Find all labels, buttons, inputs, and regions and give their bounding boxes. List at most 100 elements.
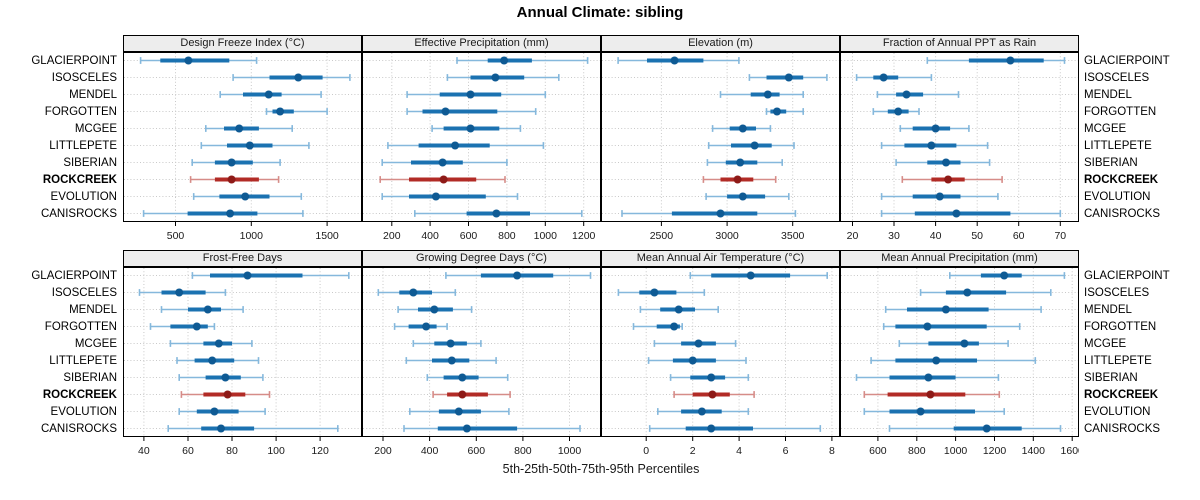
svg-text:3500: 3500	[781, 230, 805, 242]
percentile-row-isosceles-frost-free-days	[138, 288, 227, 297]
svg-text:200: 200	[374, 445, 392, 457]
percentile-row-forgotten-fraction-of-annual-ppt-as-rain	[872, 107, 920, 116]
svg-text:500: 500	[167, 230, 185, 242]
percentile-row-canisrocks-fraction-of-annual-ppt-as-rain	[880, 209, 1062, 218]
percentile-row-siberian-fraction-of-annual-ppt-as-rain	[895, 158, 991, 167]
percentile-row-canisrocks-elevation-m	[621, 209, 797, 218]
svg-text:0: 0	[643, 445, 649, 457]
percentile-row-siberian-effective-precipitation-mm	[381, 158, 508, 167]
site-label-right-bottom-forgotten: FORGOTTEN	[1084, 320, 1157, 333]
percentile-row-canisrocks-mean-annual-precipitation-mm	[888, 424, 1062, 433]
percentile-row-glacierpoint-mean-annual-precipitation-mm	[949, 271, 1066, 280]
percentile-row-rockcreek-growing-degree-days-c	[432, 390, 511, 399]
percentile-row-glacierpoint-design-freeze-index-c	[139, 56, 258, 65]
site-label-left-bottom-siberian: SIBERIAN	[63, 371, 117, 384]
site-label-right-top-rockcreek: ROCKCREEK	[1084, 173, 1159, 186]
site-label-right-bottom-evolution: EVOLUTION	[1084, 405, 1151, 418]
svg-text:1200: 1200	[983, 445, 1007, 457]
percentile-row-rockcreek-fraction-of-annual-ppt-as-rain	[901, 175, 1003, 184]
panel-plot-elevation-m: 2500 3000 3500	[601, 52, 840, 242]
percentile-row-isosceles-mean-annual-air-temperature-c	[617, 288, 706, 297]
site-label-left-top-glacierpoint: GLACIERPOINT	[31, 54, 117, 67]
percentile-row-glacierpoint-elevation-m	[617, 56, 740, 65]
site-label-left-bottom-evolution: EVOLUTION	[50, 405, 117, 418]
site-label-right-top-littlepete: LITTLEPETE	[1084, 139, 1152, 152]
percentile-row-mendel-frost-free-days	[160, 305, 244, 314]
percentile-row-mcgee-elevation-m	[711, 124, 772, 133]
percentile-row-mendel-fraction-of-annual-ppt-as-rain	[876, 90, 960, 99]
svg-text:6: 6	[783, 445, 789, 457]
site-label-right-bottom-isosceles: ISOSCELES	[1084, 286, 1150, 299]
site-label-right-bottom-mendel: MENDEL	[1084, 303, 1132, 316]
percentile-row-mcgee-mean-annual-air-temperature-c	[653, 339, 737, 348]
svg-text:40: 40	[138, 445, 150, 457]
percentile-row-evolution-effective-precipitation-mm	[381, 192, 519, 201]
percentile-row-siberian-design-freeze-index-c	[191, 158, 281, 167]
figure-title: Annual Climate: sibling	[516, 4, 684, 21]
percentile-row-littlepete-effective-precipitation-mm	[387, 141, 545, 150]
percentile-row-canisrocks-growing-degree-days-c	[403, 424, 581, 433]
site-label-right-bottom-siberian: SIBERIAN	[1084, 371, 1138, 384]
panel-header-mean-annual-precipitation-mm: Mean Annual Precipitation (mm)	[840, 250, 1079, 267]
site-label-right-top-mcgee: MCGEE	[1084, 122, 1127, 135]
site-label-left-top-evolution: EVOLUTION	[50, 190, 117, 203]
panel-plot-frost-free-days: 40 60 80 100 120	[123, 267, 362, 457]
svg-text:1000: 1000	[944, 445, 968, 457]
panel-plot-mean-annual-air-temperature-c: 0 2 4 6 8	[601, 267, 840, 457]
percentile-row-rockcreek-mean-annual-air-temperature-c	[673, 390, 755, 399]
site-label-left-bottom-forgotten: FORGOTTEN	[44, 320, 117, 333]
percentile-row-littlepete-mean-annual-precipitation-mm	[870, 356, 1037, 365]
svg-text:3000: 3000	[715, 230, 739, 242]
percentile-row-evolution-elevation-m	[705, 192, 790, 201]
svg-text:1000: 1000	[240, 230, 264, 242]
site-label-left-top-canisrocks: CANISROCKS	[40, 207, 117, 220]
percentile-row-isosceles-design-freeze-index-c	[232, 73, 351, 82]
percentile-row-mendel-mean-annual-air-temperature-c	[639, 305, 719, 314]
svg-text:1400: 1400	[1022, 445, 1046, 457]
svg-text:600: 600	[869, 445, 887, 457]
svg-text:1000: 1000	[534, 230, 558, 242]
percentile-row-forgotten-design-freeze-index-c	[265, 107, 328, 116]
percentile-row-rockcreek-frost-free-days	[180, 390, 271, 399]
svg-text:40: 40	[930, 230, 942, 242]
percentile-row-canisrocks-mean-annual-air-temperature-c	[648, 424, 822, 433]
svg-text:400: 400	[421, 230, 439, 242]
site-label-left-bottom-rockcreek: ROCKCREEK	[42, 388, 117, 401]
x-axis-caption: 5th-25th-50th-75th-95th Percentiles	[502, 462, 700, 476]
svg-text:800: 800	[514, 445, 532, 457]
percentile-row-isosceles-effective-precipitation-mm	[446, 73, 560, 82]
site-label-left-bottom-canisrocks: CANISROCKS	[40, 422, 117, 435]
site-label-right-top-forgotten: FORGOTTEN	[1084, 105, 1157, 118]
percentile-row-evolution-growing-degree-days-c	[408, 407, 510, 416]
site-label-right-bottom-rockcreek: ROCKCREEK	[1084, 388, 1159, 401]
percentile-row-mendel-mean-annual-precipitation-mm	[884, 305, 1042, 314]
svg-text:1200: 1200	[572, 230, 596, 242]
site-label-left-top-forgotten: FORGOTTEN	[44, 105, 117, 118]
panel-header-frost-free-days: Frost-Free Days	[123, 250, 362, 267]
panel-plot-effective-precipitation-mm: 200 400 600 800 1000 1200	[362, 52, 601, 242]
percentile-row-siberian-mean-annual-precipitation-mm	[855, 373, 1000, 382]
svg-text:70: 70	[1054, 230, 1066, 242]
percentile-row-littlepete-growing-degree-days-c	[405, 356, 497, 365]
percentile-row-evolution-mean-annual-air-temperature-c	[656, 407, 750, 416]
svg-text:600: 600	[460, 230, 478, 242]
panel-header-mean-annual-air-temperature-c: Mean Annual Air Temperature (°C)	[601, 250, 840, 267]
svg-text:600: 600	[468, 445, 486, 457]
percentile-row-littlepete-mean-annual-air-temperature-c	[647, 356, 747, 365]
percentile-row-mcgee-fraction-of-annual-ppt-as-rain	[899, 124, 970, 133]
percentile-row-siberian-elevation-m	[706, 158, 783, 167]
percentile-row-forgotten-mean-annual-precipitation-mm	[882, 322, 1021, 331]
percentile-row-littlepete-design-freeze-index-c	[200, 141, 310, 150]
percentile-row-mendel-elevation-m	[719, 90, 804, 99]
percentile-row-rockcreek-mean-annual-precipitation-mm	[863, 390, 1001, 399]
svg-text:80: 80	[226, 445, 238, 457]
percentile-row-littlepete-fraction-of-annual-ppt-as-rain	[880, 141, 989, 150]
site-label-right-bottom-canisrocks: CANISROCKS	[1084, 422, 1161, 435]
svg-text:1500: 1500	[315, 230, 339, 242]
percentile-row-mcgee-growing-degree-days-c	[412, 339, 482, 348]
site-label-left-top-mcgee: MCGEE	[74, 122, 117, 135]
panel-header-design-freeze-index-c: Design Freeze Index (°C)	[123, 35, 362, 52]
site-label-right-top-isosceles: ISOSCELES	[1084, 71, 1150, 84]
panel-plot-mean-annual-precipitation-mm: 600 800 1000 1200 1400 1600	[840, 267, 1079, 457]
